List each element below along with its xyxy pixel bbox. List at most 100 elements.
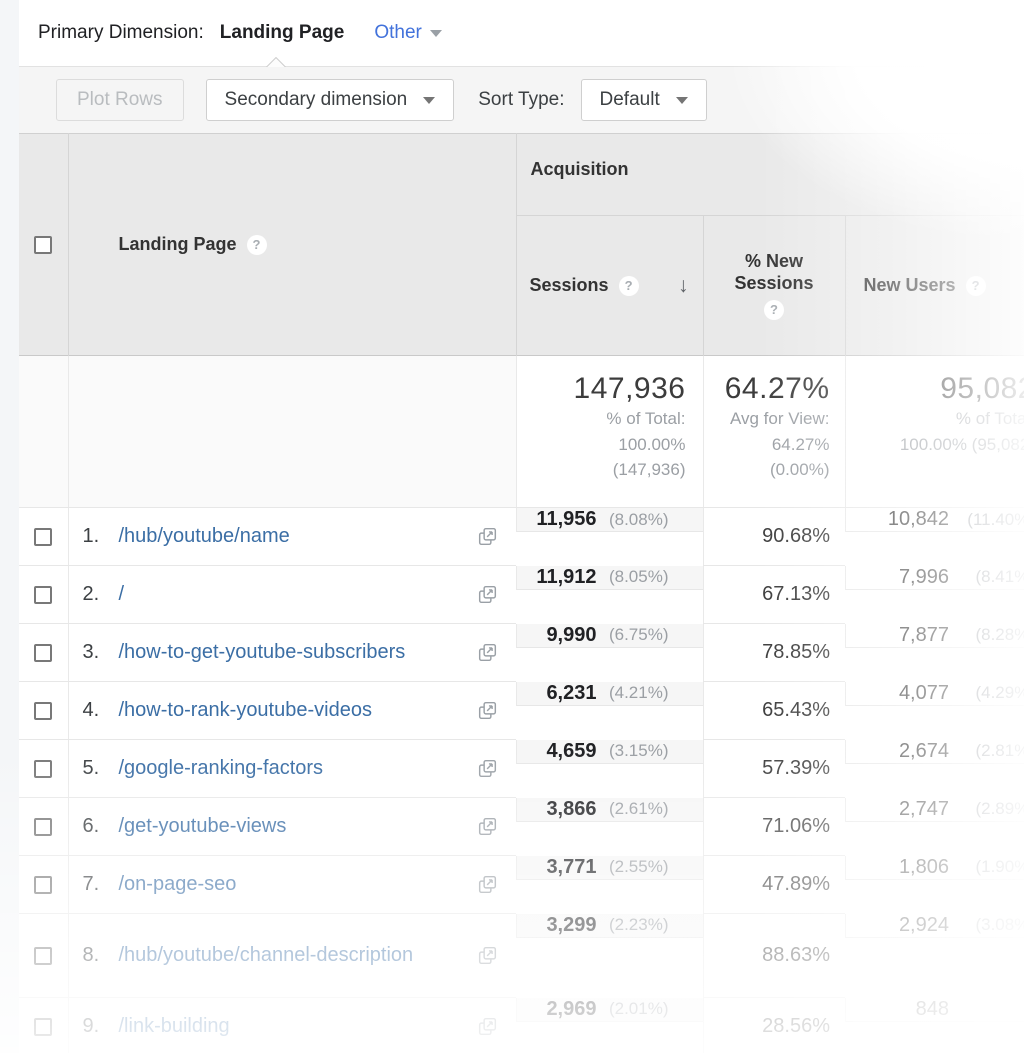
new-users-percent: (8.28%) bbox=[975, 625, 1024, 644]
pct-new-sessions-cell: 71.06% bbox=[702, 797, 845, 856]
row-checkbox[interactable] bbox=[34, 643, 53, 662]
pct-new-sessions-cell: 67.13% bbox=[702, 565, 845, 624]
landing-page-link[interactable]: /hub/youtube/channel-description bbox=[118, 944, 414, 966]
landing-page-cell: 1. /hub/youtube/name bbox=[67, 507, 516, 566]
open-in-new-window-icon[interactable] bbox=[478, 1017, 497, 1036]
open-in-new-window-icon[interactable] bbox=[478, 817, 497, 836]
row-checkbox[interactable] bbox=[34, 527, 53, 546]
chevron-down-icon bbox=[675, 96, 688, 104]
sessions-value: 4,659 bbox=[546, 739, 597, 762]
row-rank: 4. bbox=[82, 699, 100, 721]
landing-page-link[interactable]: /on-page-seo bbox=[118, 873, 237, 895]
column-header-sessions[interactable]: Sessions ? ↓ bbox=[515, 215, 703, 356]
pct-new-sessions-cell: 47.89% bbox=[702, 855, 845, 914]
new-users-cell: 2,747 (2.89%) bbox=[845, 797, 1024, 822]
new-users-value: 10,842 bbox=[887, 508, 949, 530]
pct-new-sessions-cell: 78.85% bbox=[702, 623, 845, 682]
pct-new-sessions-cell: 28.56% bbox=[702, 997, 845, 1053]
landing-page-cell: 3. /how-to-get-youtube-subscribers bbox=[67, 623, 516, 682]
row-checkbox[interactable] bbox=[34, 701, 53, 720]
new-users-cell: 848 bbox=[845, 997, 1024, 1022]
summary-new-users-value: 95,082 bbox=[940, 372, 1024, 405]
row-checkbox[interactable] bbox=[34, 1017, 53, 1036]
open-in-new-window-icon[interactable] bbox=[478, 643, 497, 662]
table-row: 7. /on-page-seo 3,771 (2.55%) 47.89% 1,8… bbox=[19, 855, 1024, 914]
row-rank: 5. bbox=[82, 757, 100, 779]
row-checkbox-cell bbox=[19, 681, 68, 740]
plot-rows-button[interactable]: Plot Rows bbox=[56, 79, 184, 121]
sort-type-dropdown[interactable]: Default bbox=[580, 79, 707, 121]
row-checkbox[interactable] bbox=[34, 585, 53, 604]
open-in-new-window-icon[interactable] bbox=[478, 585, 497, 604]
landing-page-cell: 7. /on-page-seo bbox=[67, 855, 516, 914]
help-icon[interactable]: ? bbox=[965, 275, 986, 296]
secondary-dimension-button[interactable]: Secondary dimension bbox=[205, 79, 455, 121]
sessions-cell: 4,659 (3.15%) bbox=[516, 739, 703, 764]
landing-page-link[interactable]: /how-to-rank-youtube-videos bbox=[118, 699, 372, 721]
landing-page-link[interactable]: / bbox=[118, 583, 125, 605]
report-toolbar: Plot Rows Secondary dimension Sort Type:… bbox=[19, 57, 1024, 133]
row-checkbox-cell bbox=[19, 623, 68, 682]
sessions-value: 3,299 bbox=[546, 913, 597, 936]
summary-nu-subline: 100.00% (95,082) bbox=[899, 434, 1024, 454]
row-checkbox-cell bbox=[19, 855, 68, 914]
row-checkbox-cell bbox=[19, 507, 68, 566]
summary-checkbox-cell bbox=[19, 355, 68, 508]
landing-page-cell: 4. /how-to-rank-youtube-videos bbox=[67, 681, 516, 740]
landing-page-link[interactable]: /google-ranking-factors bbox=[118, 757, 324, 779]
primary-dimension-label: Primary Dimension: bbox=[38, 22, 204, 43]
new-users-percent: (8.41%) bbox=[975, 567, 1024, 586]
new-users-percent: (4.29%) bbox=[975, 683, 1024, 702]
open-in-new-window-icon[interactable] bbox=[478, 701, 497, 720]
column-header-landing-page[interactable]: Landing Page ? bbox=[67, 133, 516, 356]
summary-pns-subline: 64.27% bbox=[771, 434, 830, 454]
row-checkbox[interactable] bbox=[34, 817, 53, 836]
help-icon[interactable]: ? bbox=[246, 234, 267, 255]
page-background-strip bbox=[0, 0, 19, 1053]
row-rank: 6. bbox=[82, 815, 100, 837]
sessions-value: 3,771 bbox=[546, 855, 597, 878]
table-row: 8. /hub/youtube/channel-description 3,29… bbox=[19, 913, 1024, 998]
table-row: 6. /get-youtube-views 3,866 (2.61%) 71.0… bbox=[19, 797, 1024, 856]
sessions-percent: (2.55%) bbox=[608, 857, 669, 876]
help-icon[interactable]: ? bbox=[764, 300, 784, 321]
sessions-value: 9,990 bbox=[546, 623, 597, 646]
sessions-percent: (3.15%) bbox=[608, 741, 669, 760]
landing-page-link[interactable]: /how-to-get-youtube-subscribers bbox=[118, 641, 406, 663]
open-in-new-window-icon[interactable] bbox=[478, 946, 497, 965]
tab-landing-page[interactable]: Landing Page bbox=[219, 22, 345, 43]
summary-landing-cell bbox=[67, 355, 516, 508]
sort-descending-icon[interactable]: ↓ bbox=[678, 273, 689, 297]
sessions-cell: 3,866 (2.61%) bbox=[516, 797, 703, 822]
column-header-pct-new-sessions[interactable]: % New Sessions ? bbox=[702, 215, 845, 356]
tab-other[interactable]: Other bbox=[374, 22, 442, 44]
table-row: 1. /hub/youtube/name 11,956 (8.08%) 90.6… bbox=[19, 507, 1024, 566]
landing-page-link[interactable]: /get-youtube-views bbox=[118, 815, 287, 837]
row-checkbox[interactable] bbox=[34, 875, 53, 894]
open-in-new-window-icon[interactable] bbox=[478, 875, 497, 894]
new-users-value: 2,747 bbox=[898, 797, 949, 820]
row-checkbox-cell bbox=[19, 997, 68, 1053]
column-header-new-users[interactable]: New Users ? bbox=[844, 215, 1024, 356]
primary-dimension-bar: Primary Dimension: Landing Page Other bbox=[19, 0, 1024, 66]
landing-page-link[interactable]: /link-building bbox=[118, 1015, 230, 1037]
row-checkbox[interactable] bbox=[34, 759, 53, 778]
new-users-cell: 4,077 (4.29%) bbox=[845, 681, 1024, 706]
row-rank: 9. bbox=[82, 1015, 100, 1037]
open-in-new-window-icon[interactable] bbox=[478, 527, 497, 546]
summary-pct-new-sessions: 64.27% Avg for View: 64.27% (0.00%) bbox=[702, 355, 845, 508]
help-icon[interactable]: ? bbox=[618, 275, 639, 296]
select-all-checkbox[interactable] bbox=[34, 235, 53, 254]
sessions-value: 2,969 bbox=[546, 997, 597, 1020]
open-in-new-window-icon[interactable] bbox=[478, 759, 497, 778]
table-row: 4. /how-to-rank-youtube-videos 6,231 (4.… bbox=[19, 681, 1024, 740]
new-users-percent: (2.89%) bbox=[975, 799, 1024, 818]
table-row: 2. / 11,912 (8.05%) 67.13% 7,996 (8.41%) bbox=[19, 565, 1024, 624]
summary-new-users: 95,082 % of Total: 100.00% (95,082) bbox=[844, 355, 1024, 508]
row-checkbox[interactable] bbox=[34, 946, 53, 965]
summary-pct-new-sessions-value: 64.27% bbox=[724, 372, 830, 405]
landing-page-link[interactable]: /hub/youtube/name bbox=[118, 525, 290, 547]
pct-new-sessions-header-line2: Sessions bbox=[734, 272, 814, 293]
table-row: 9. /link-building 2,969 (2.01%) 28.56% 8… bbox=[19, 997, 1024, 1053]
new-users-cell: 2,674 (2.81%) bbox=[845, 739, 1024, 764]
